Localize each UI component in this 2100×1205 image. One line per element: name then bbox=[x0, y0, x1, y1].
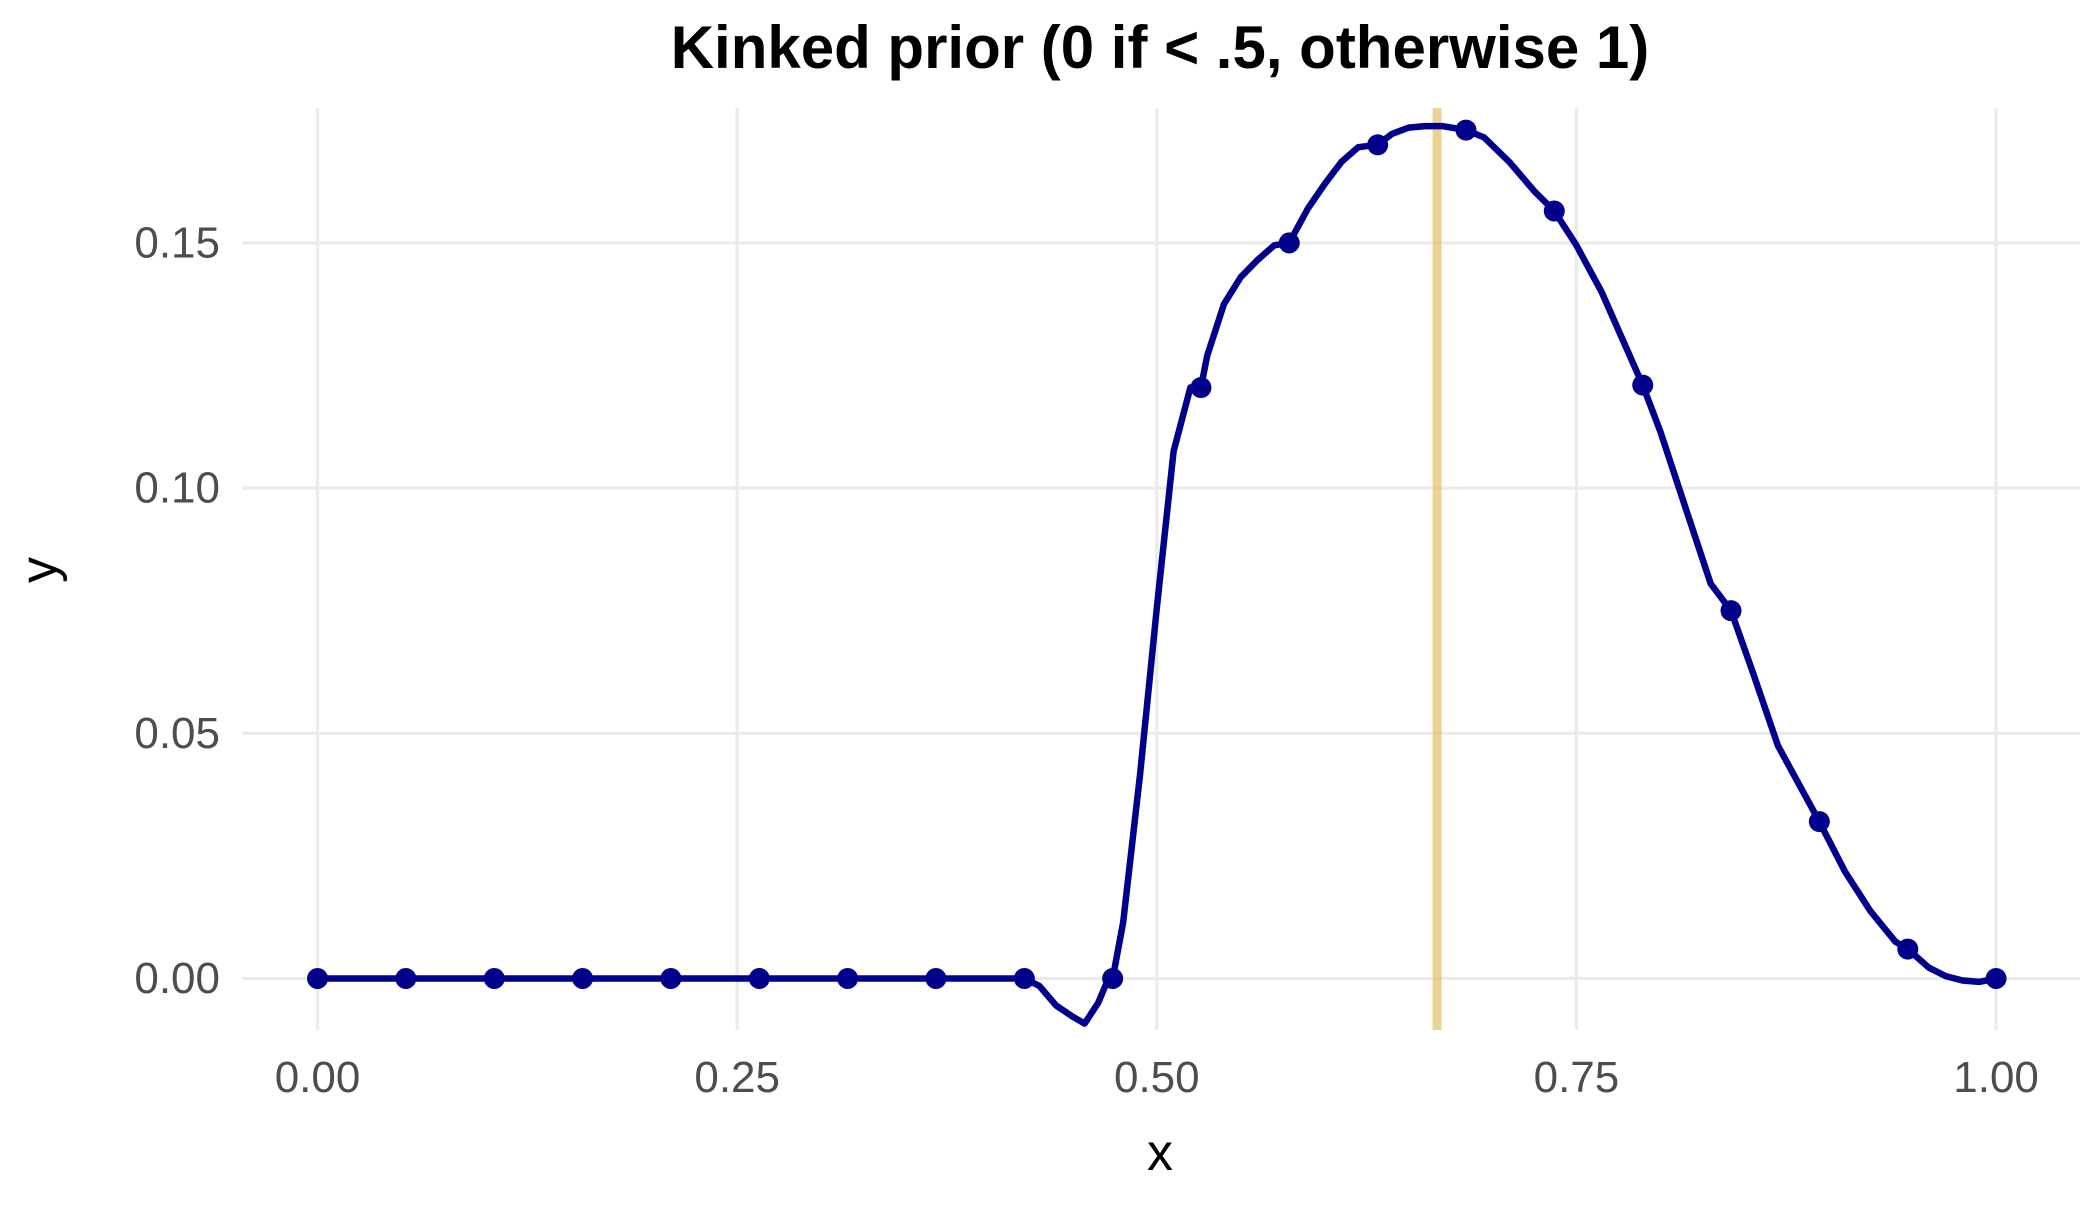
data-point-15 bbox=[1632, 374, 1654, 396]
data-point-4 bbox=[660, 968, 682, 990]
data-point-18 bbox=[1897, 938, 1919, 960]
y-tick-label-1: 0.05 bbox=[134, 709, 220, 758]
y-tick-label-2: 0.10 bbox=[134, 464, 220, 513]
data-point-14 bbox=[1543, 200, 1565, 222]
data-point-13 bbox=[1455, 119, 1477, 141]
data-point-12 bbox=[1367, 134, 1389, 156]
data-point-5 bbox=[748, 968, 770, 990]
x-tick-label-3: 0.75 bbox=[1534, 1053, 1620, 1102]
data-point-10 bbox=[1190, 377, 1212, 399]
data-point-9 bbox=[1102, 968, 1124, 990]
x-tick-label-0: 0.00 bbox=[275, 1053, 361, 1102]
data-point-7 bbox=[925, 968, 947, 990]
y-tick-label-3: 0.15 bbox=[134, 218, 220, 267]
data-point-2 bbox=[483, 968, 505, 990]
data-point-16 bbox=[1720, 600, 1742, 622]
series-line-0 bbox=[314, 122, 2000, 1027]
data-point-17 bbox=[1808, 811, 1830, 833]
x-tick-label-4: 1.00 bbox=[1953, 1053, 2039, 1102]
x-axis-title: x bbox=[1147, 1124, 1173, 1182]
chart-title: Kinked prior (0 if < .5, otherwise 1) bbox=[671, 14, 1650, 81]
y-tick-label-0: 0.00 bbox=[134, 954, 220, 1003]
series-layer bbox=[307, 119, 2007, 1027]
data-point-0 bbox=[307, 968, 329, 990]
data-point-1 bbox=[395, 968, 417, 990]
y-tick-labels: 0.00 0.05 0.10 0.15 bbox=[134, 218, 220, 1003]
data-point-11 bbox=[1278, 232, 1300, 254]
x-tick-label-1: 0.25 bbox=[694, 1053, 780, 1102]
data-point-6 bbox=[837, 968, 859, 990]
x-tick-label-2: 0.50 bbox=[1114, 1053, 1200, 1102]
data-point-8 bbox=[1013, 968, 1035, 990]
y-axis-title: y bbox=[10, 557, 68, 583]
x-tick-labels: 0.00 0.25 0.50 0.75 1.00 bbox=[275, 1053, 2039, 1102]
data-point-19 bbox=[1985, 968, 2007, 990]
data-point-3 bbox=[572, 968, 594, 990]
